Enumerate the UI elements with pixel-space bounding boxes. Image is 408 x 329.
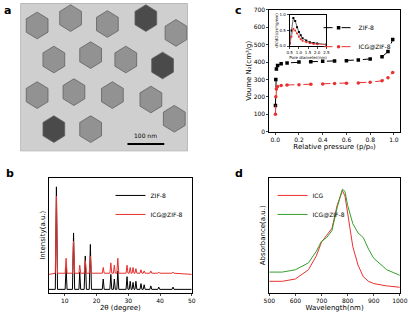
svg-text:1.0: 1.0 [389,136,399,143]
svg-text:1000: 1000 [392,297,407,304]
svg-text:2.0: 2.0 [314,50,321,55]
svg-text:0.0: 0.0 [280,43,287,48]
svg-text:Absorbance(a.u.): Absorbance(a.u.) [259,205,267,265]
svg-text:500: 500 [254,41,266,48]
svg-text:40: 40 [156,297,164,304]
svg-text:0.5: 0.5 [280,28,287,33]
svg-text:200: 200 [254,93,266,100]
svg-text:100 nm: 100 nm [134,132,157,139]
svg-text:30: 30 [124,297,132,304]
svg-text:a: a [4,4,11,17]
svg-text:20: 20 [93,297,101,304]
svg-text:10: 10 [61,297,69,304]
svg-text:Wavelength(nm): Wavelength(nm) [305,304,364,312]
svg-text:500: 500 [264,297,276,304]
svg-text:300: 300 [254,76,266,83]
svg-text:700: 700 [316,297,328,304]
svg-text:ICG@ZIF-8: ICG@ZIF-8 [359,43,391,51]
svg-text:ZIF-8: ZIF-8 [359,24,374,31]
svg-text:0.4: 0.4 [318,136,328,143]
svg-text:ZIF-8: ZIF-8 [150,192,165,199]
svg-text:0.0: 0.0 [270,136,280,143]
svg-text:0.2: 0.2 [294,136,304,143]
svg-text:0: 0 [261,128,265,135]
svg-text:ICG: ICG [313,192,324,199]
svg-text:0.6: 0.6 [342,136,352,143]
svg-text:Intensity(a.u.): Intensity(a.u.) [39,210,47,259]
svg-text:b: b [6,167,14,180]
svg-text:2.5: 2.5 [323,50,330,55]
svg-text:ICG@ZIF-8: ICG@ZIF-8 [313,211,345,219]
svg-text:50: 50 [188,297,196,304]
svg-text:Pore diameter(nm): Pore diameter(nm) [289,55,327,60]
svg-text:1.0: 1.0 [280,12,287,17]
svg-text:0.8: 0.8 [365,136,375,143]
svg-text:600: 600 [254,23,266,30]
svg-text:600: 600 [290,297,302,304]
svg-text:2θ (degree): 2θ (degree) [100,304,141,312]
svg-text:Relative pressure (p/p₀): Relative pressure (p/p₀) [293,143,376,151]
svg-text:400: 400 [254,58,266,65]
svg-text:700: 700 [254,6,266,13]
svg-text:900: 900 [368,297,380,304]
svg-text:100: 100 [254,110,266,117]
svg-text:1.0: 1.0 [296,50,303,55]
svg-text:800: 800 [342,297,354,304]
svg-text:Voume N₂(cm³/g): Voume N₂(cm³/g) [245,40,253,100]
svg-text:ICG@ZIF-8: ICG@ZIF-8 [150,211,182,219]
svg-text:d: d [235,167,243,180]
svg-text:0.5: 0.5 [286,50,293,55]
svg-text:1.5: 1.5 [305,50,312,55]
svg-text:dV/dD(cm³/g/nm): dV/dD(cm³/g/nm) [274,13,279,48]
svg-text:c: c [235,4,242,17]
